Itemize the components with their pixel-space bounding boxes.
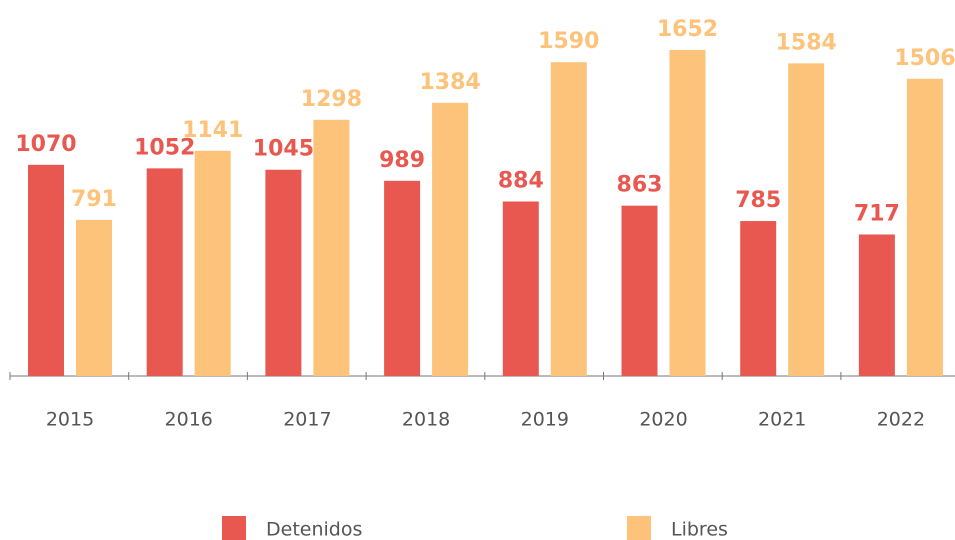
bar [384,180,421,376]
value-label: 785 [735,188,781,213]
bar [906,78,943,377]
value-label: 1070 [15,132,76,157]
bar [146,168,183,376]
bar [265,169,302,376]
bar [788,63,825,376]
bar [313,119,350,376]
legend-swatch [222,516,246,540]
value-label: 1045 [253,137,314,162]
bar [28,164,64,376]
bar [76,219,112,376]
bar [502,201,539,376]
x-tick-label: 2016 [165,409,213,431]
x-tick-label: 2020 [639,409,687,431]
value-label: 1384 [419,70,480,95]
bar [550,62,587,377]
value-label: 1052 [134,135,195,160]
value-label: 884 [498,169,544,194]
legend-label: Libres [671,519,728,540]
value-label: 863 [617,173,663,198]
legend-label: Detenidos [266,519,362,540]
value-label: 1506 [894,46,955,71]
value-label: 1590 [538,29,599,54]
value-label: 1141 [182,118,243,143]
x-tick-label: 2018 [402,409,450,431]
bar [740,221,777,376]
x-tick-label: 2019 [521,409,569,431]
value-label: 791 [71,187,117,212]
value-label: 989 [379,148,425,173]
bar [858,234,895,376]
x-tick-label: 2022 [877,409,925,431]
bar [432,102,469,376]
value-label: 717 [854,201,900,226]
bar [621,205,658,376]
legend-swatch [627,516,651,540]
value-label: 1298 [301,87,362,112]
x-tick-label: 2017 [283,409,331,431]
bar [194,150,231,376]
x-tick-label: 2021 [758,409,806,431]
value-label: 1584 [776,30,837,55]
x-tick-label: 2015 [46,409,94,431]
bar [669,49,706,376]
value-label: 1652 [657,17,718,42]
